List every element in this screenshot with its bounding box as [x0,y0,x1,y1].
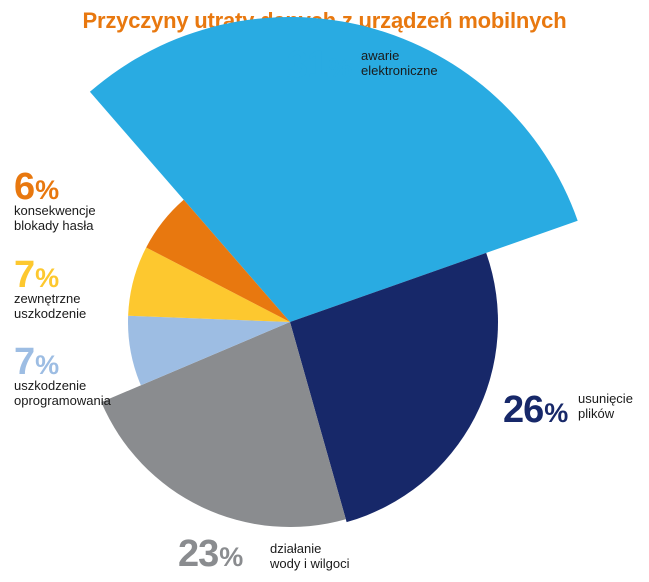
pie-slice-1 [89,16,578,322]
slice-percent-sign: % [35,350,59,380]
slice-percent-sign: % [219,542,243,572]
slice-percent-label-5: 7% [14,254,59,296]
slice-description-label-2: usunięcie plików [578,391,633,421]
slice-percent-label-3: 23% [178,533,243,575]
pie-slice-3 [101,322,346,527]
pie-slice-5 [128,247,290,322]
slice-percent-value: 26 [503,389,544,431]
slice-description-label-1: awarie elektroniczne [361,48,438,78]
pie-slice-6 [146,199,290,322]
slice-percent-sign: % [328,53,352,83]
slice-percent-label-6: 6% [14,166,59,208]
pie-slice-2 [290,252,498,523]
slice-percent-value: 31 [287,44,328,86]
slice-description-label-6: konsekwencje blokady hasła [14,203,96,233]
slice-description-label-5: zewnętrzne uszkodzenie [14,291,87,321]
slice-percent-value: 23 [178,533,219,575]
slice-description-label-4: uszkodzenie oprogramowania [14,378,111,408]
slice-percent-sign: % [544,398,568,428]
slice-percent-sign: % [35,263,59,293]
pie-slice-4 [128,315,290,386]
slice-percent-label-2: 26% [503,389,568,431]
slice-description-label-3: działanie wody i wilgoci [270,541,350,571]
slice-percent-value: 7 [14,341,35,383]
slice-percent-label-4: 7% [14,341,59,383]
slice-percent-sign: % [35,175,59,205]
slice-percent-value: 7 [14,254,35,296]
slice-percent-label-1: 31% [287,44,352,86]
slice-percent-value: 6 [14,166,35,208]
